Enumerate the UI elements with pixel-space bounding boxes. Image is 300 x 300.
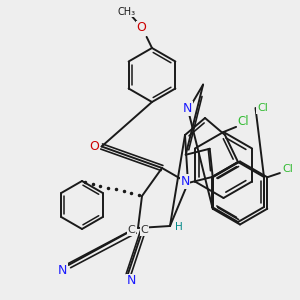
Text: Cl: Cl <box>237 115 249 128</box>
Text: N: N <box>127 274 136 287</box>
Text: H: H <box>175 223 183 232</box>
Text: N: N <box>58 264 67 277</box>
Text: Cl: Cl <box>257 103 268 113</box>
Text: O: O <box>136 21 146 34</box>
Text: N: N <box>183 102 192 115</box>
Text: Cl: Cl <box>283 164 294 174</box>
Text: O: O <box>89 140 99 153</box>
Text: CH₃: CH₃ <box>117 7 136 17</box>
Text: C: C <box>128 225 135 236</box>
Text: C: C <box>141 225 148 236</box>
Text: N: N <box>180 175 190 188</box>
